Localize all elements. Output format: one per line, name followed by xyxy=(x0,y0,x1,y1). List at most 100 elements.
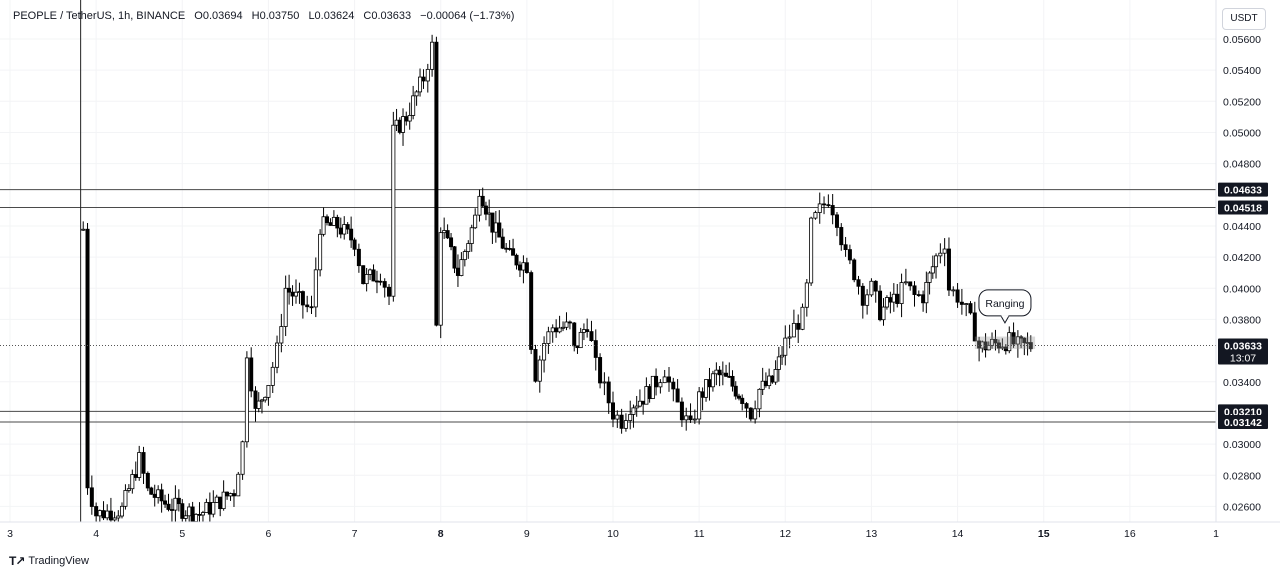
open-value: O0.03694 xyxy=(194,10,243,22)
candle-body xyxy=(946,248,951,291)
candle-body xyxy=(684,415,689,421)
candle-body xyxy=(253,390,258,409)
candle-body xyxy=(421,76,426,82)
candle-body xyxy=(554,327,559,333)
candle-body xyxy=(934,255,939,268)
price-tick-label: 0.02600 xyxy=(1223,501,1261,513)
candle-body xyxy=(615,414,620,420)
candle-body xyxy=(438,232,443,326)
candle-body xyxy=(891,293,896,303)
candle-body xyxy=(787,336,792,339)
horizontal-levels[interactable] xyxy=(0,189,1216,423)
candle-body xyxy=(159,489,164,502)
candle-body xyxy=(493,222,498,233)
candle-body xyxy=(800,306,805,330)
candle-body xyxy=(628,414,633,421)
candle-body xyxy=(830,205,835,216)
candle-body xyxy=(968,303,973,314)
candle-body xyxy=(733,385,738,397)
symbol-title[interactable]: PEOPLE / TetherUS, 1h, BINANCE xyxy=(13,10,186,22)
low-value: L0.03624 xyxy=(308,10,355,22)
candle-body xyxy=(331,216,336,226)
candle-body xyxy=(297,291,302,293)
candle-body xyxy=(133,474,138,478)
price-tick-label: 0.03400 xyxy=(1223,377,1261,389)
candle-body xyxy=(567,321,572,324)
candle-body xyxy=(860,285,865,306)
symbol-legend: PEOPLE / TetherUS, 1h, BINANCE O0.03694 … xyxy=(13,10,520,22)
candle-body xyxy=(300,291,305,306)
candle-body xyxy=(550,327,555,333)
price-axis[interactable]: 0.02600 0.02800 0.03000 0.03400 0.03800 0.040… xyxy=(1218,34,1268,513)
candle-body xyxy=(401,116,406,133)
close-value: C0.03633 xyxy=(363,10,412,22)
candle-body xyxy=(770,375,775,383)
candle-body xyxy=(593,340,598,358)
candle-body xyxy=(173,497,178,511)
candle-body xyxy=(730,375,735,387)
candle-body xyxy=(878,290,883,321)
candle-body xyxy=(352,239,357,250)
candle-body xyxy=(404,116,409,122)
candle-body xyxy=(938,252,943,257)
candle-body xyxy=(477,195,482,216)
candle-body xyxy=(888,297,893,303)
candle-body xyxy=(847,249,852,261)
candle-body xyxy=(572,322,577,347)
candle-body xyxy=(780,354,785,358)
candle-body xyxy=(89,487,94,507)
candle-body xyxy=(97,510,102,517)
candle-body xyxy=(259,399,264,402)
price-tick-label: 0.04200 xyxy=(1223,252,1261,264)
level-price-tag xyxy=(1218,414,1268,429)
candle-body xyxy=(822,203,827,206)
overlays: Ranging xyxy=(0,0,1216,522)
last-price-tag xyxy=(1218,338,1268,365)
candle-body xyxy=(411,95,416,116)
candle-body xyxy=(707,379,712,388)
candle-body xyxy=(371,269,376,282)
time-axis[interactable]: 3 4 5 6 7 8 9 10 11 12 13 14 15 16 1 xyxy=(7,528,1219,540)
candle-body xyxy=(356,248,361,267)
time-tick-label: 15 xyxy=(1038,528,1050,540)
candle-body xyxy=(119,505,124,517)
candle-body xyxy=(521,262,526,271)
candle-body xyxy=(511,248,516,256)
candle-body xyxy=(394,119,399,126)
candle-body xyxy=(225,491,230,497)
candle-body xyxy=(207,502,212,515)
candle-body xyxy=(434,41,439,326)
candle-body xyxy=(187,506,192,517)
level-price-label: 0.04518 xyxy=(1224,203,1262,215)
time-tick-label: 4 xyxy=(93,528,99,540)
candle-body xyxy=(589,331,594,342)
candle-body xyxy=(724,372,729,377)
price-tick-label: 0.05200 xyxy=(1223,96,1261,108)
candle-body xyxy=(249,357,254,392)
candle-body xyxy=(740,397,745,404)
tradingview-logo[interactable]: T↗ TradingView xyxy=(9,554,89,568)
candle-body xyxy=(804,282,809,308)
currency-button[interactable]: USDT xyxy=(1222,8,1266,30)
candle-body xyxy=(483,205,488,215)
ranging-callout[interactable]: Ranging xyxy=(978,289,1032,324)
candle-body xyxy=(972,312,977,342)
candle-body xyxy=(809,217,814,284)
tradingview-brand-text: TradingView xyxy=(28,555,89,567)
candle-body xyxy=(924,282,929,304)
candle-body xyxy=(736,395,741,399)
level-price-tag xyxy=(1218,200,1268,215)
candle-body xyxy=(606,381,611,404)
candle-body xyxy=(611,402,616,420)
price-tick-label: 0.05000 xyxy=(1223,127,1261,139)
time-tick-label: 7 xyxy=(352,528,358,540)
candle-body xyxy=(500,236,505,249)
candle-body xyxy=(473,214,478,229)
candle-body xyxy=(644,386,649,405)
candle-body xyxy=(517,264,522,271)
candle-body xyxy=(190,506,195,522)
candle-body xyxy=(293,291,298,297)
candle-body xyxy=(318,233,323,271)
